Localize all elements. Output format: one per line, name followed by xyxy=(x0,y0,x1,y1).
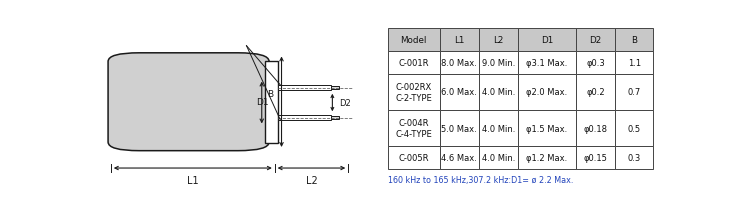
Text: φ0.18: φ0.18 xyxy=(584,124,608,133)
Bar xyxy=(388,110,440,146)
Text: D1: D1 xyxy=(541,36,553,45)
Bar xyxy=(440,110,479,146)
Text: L2: L2 xyxy=(305,175,317,185)
Polygon shape xyxy=(331,86,339,90)
Bar xyxy=(440,29,479,52)
Text: 6.0 Max.: 6.0 Max. xyxy=(441,88,477,97)
Bar xyxy=(440,74,479,110)
Text: 0.5: 0.5 xyxy=(628,124,641,133)
Polygon shape xyxy=(278,115,331,120)
Bar xyxy=(479,110,518,146)
Text: C-004R
C-4-TYPE: C-004R C-4-TYPE xyxy=(395,118,432,138)
FancyBboxPatch shape xyxy=(108,53,269,151)
Bar xyxy=(615,29,653,52)
Text: L2: L2 xyxy=(494,36,504,45)
Bar xyxy=(518,146,576,169)
Text: 1.1: 1.1 xyxy=(628,59,641,68)
Text: C-002RX
C-2-TYPE: C-002RX C-2-TYPE xyxy=(395,82,432,102)
Bar xyxy=(576,29,615,52)
Text: 0.7: 0.7 xyxy=(628,88,641,97)
Bar xyxy=(479,52,518,74)
Text: φ1.2 Max.: φ1.2 Max. xyxy=(526,153,568,162)
Bar xyxy=(388,29,440,52)
Text: L1: L1 xyxy=(454,36,464,45)
Text: φ1.5 Max.: φ1.5 Max. xyxy=(526,124,568,133)
Text: C-005R: C-005R xyxy=(398,153,429,162)
Polygon shape xyxy=(331,116,339,120)
Bar xyxy=(440,52,479,74)
Polygon shape xyxy=(278,86,331,91)
Text: 160 kHz to 165 kHz,307.2 kHz:D1= ø 2.2 Max.: 160 kHz to 165 kHz,307.2 kHz:D1= ø 2.2 M… xyxy=(388,175,573,184)
Bar xyxy=(518,29,576,52)
Text: 5.0 Max.: 5.0 Max. xyxy=(441,124,477,133)
Bar xyxy=(388,52,440,74)
Text: D2: D2 xyxy=(339,99,351,108)
Text: 4.0 Min.: 4.0 Min. xyxy=(482,153,515,162)
Text: φ2.0 Max.: φ2.0 Max. xyxy=(526,88,568,97)
Text: D2: D2 xyxy=(590,36,601,45)
Bar xyxy=(615,110,653,146)
Bar xyxy=(479,146,518,169)
Bar xyxy=(615,146,653,169)
Text: 8.0 Max.: 8.0 Max. xyxy=(441,59,477,68)
Text: B: B xyxy=(268,89,273,98)
Text: 0.3: 0.3 xyxy=(628,153,641,162)
Bar xyxy=(440,146,479,169)
Text: 4.0 Min.: 4.0 Min. xyxy=(482,88,515,97)
Bar xyxy=(615,52,653,74)
Bar xyxy=(388,146,440,169)
Bar xyxy=(479,29,518,52)
Text: φ3.1 Max.: φ3.1 Max. xyxy=(526,59,568,68)
Text: C-001R: C-001R xyxy=(398,59,429,68)
Polygon shape xyxy=(265,61,278,143)
Text: φ0.15: φ0.15 xyxy=(584,153,607,162)
Bar xyxy=(576,146,615,169)
Bar xyxy=(576,110,615,146)
Bar xyxy=(518,110,576,146)
Text: D1: D1 xyxy=(257,98,269,107)
Text: Model: Model xyxy=(400,36,426,45)
Bar xyxy=(518,74,576,110)
Text: 9.0 Min.: 9.0 Min. xyxy=(482,59,515,68)
Text: B: B xyxy=(631,36,637,45)
Text: φ0.3: φ0.3 xyxy=(586,59,605,68)
Bar xyxy=(479,74,518,110)
Bar xyxy=(615,74,653,110)
Text: φ0.2: φ0.2 xyxy=(586,88,605,97)
Bar xyxy=(576,74,615,110)
Bar xyxy=(518,52,576,74)
Bar xyxy=(388,74,440,110)
Text: L1: L1 xyxy=(187,175,198,185)
Bar xyxy=(576,52,615,74)
Text: 4.6 Max.: 4.6 Max. xyxy=(441,153,477,162)
Text: 4.0 Min.: 4.0 Min. xyxy=(482,124,515,133)
